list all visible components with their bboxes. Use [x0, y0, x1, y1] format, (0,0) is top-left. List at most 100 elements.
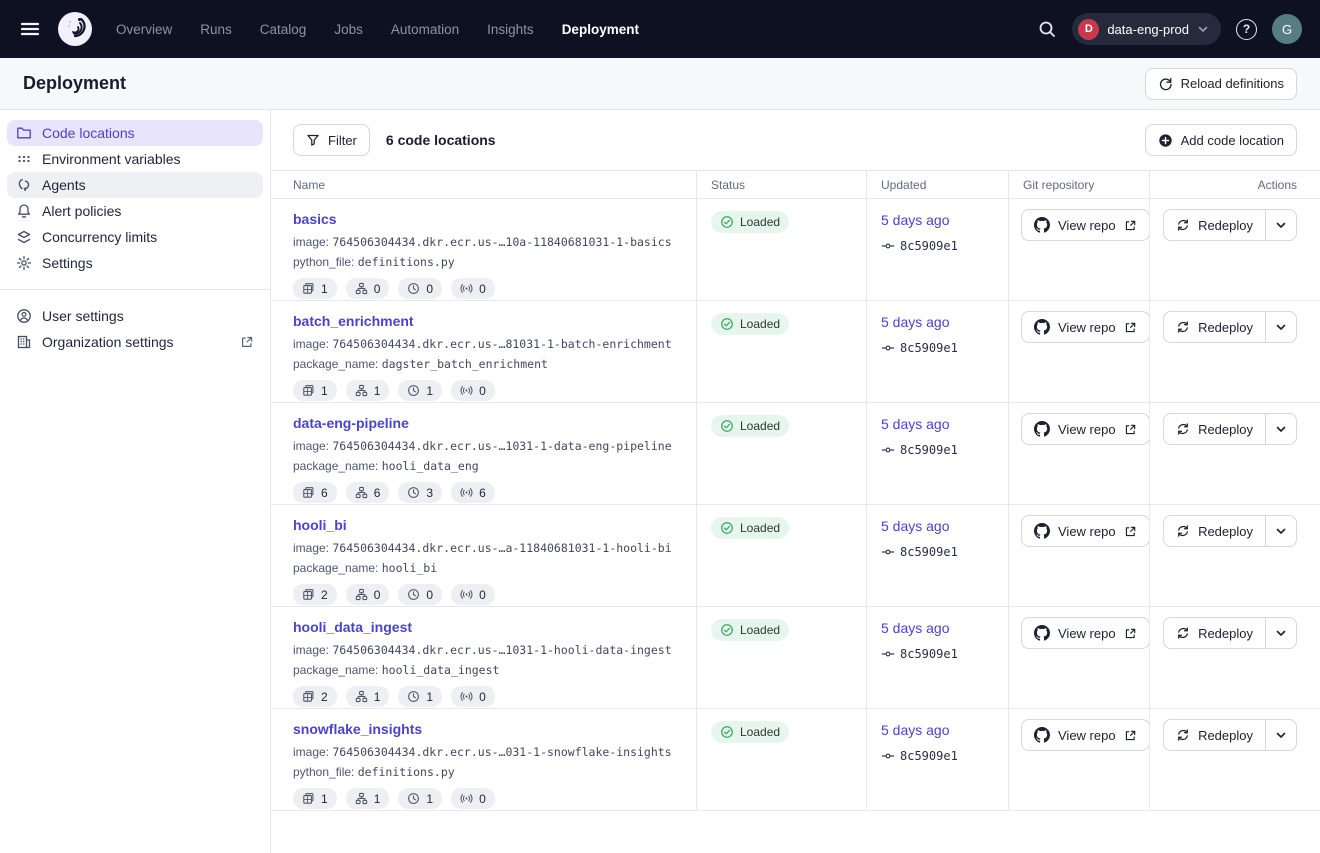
check-circle-icon: [720, 623, 734, 637]
updated-link[interactable]: 5 days ago: [881, 212, 950, 228]
redeploy-button[interactable]: Redeploy: [1163, 209, 1266, 241]
sidebar-item-organization-settings[interactable]: Organization settings: [7, 329, 263, 355]
actions-cell: Redeploy: [1149, 403, 1320, 504]
sensor-icon: [460, 282, 473, 295]
redeploy-dropdown-button[interactable]: [1266, 413, 1297, 445]
chevron-down-icon: [1275, 525, 1287, 537]
view-repo-button[interactable]: View repo: [1021, 209, 1150, 241]
nav-item[interactable]: Overview: [116, 21, 173, 37]
updated-cell: 5 days ago 8c5909e1: [866, 505, 1008, 606]
name-cell: basics image: 764506304434.dkr.ecr.us-…1…: [271, 199, 696, 300]
help-icon[interactable]: ?: [1236, 18, 1257, 40]
github-icon: [1034, 319, 1050, 335]
commit-icon: [881, 545, 895, 559]
commit-icon: [881, 239, 895, 253]
code-location-link[interactable]: hooli_bi: [293, 517, 347, 533]
redeploy-dropdown-button[interactable]: [1266, 209, 1297, 241]
sidebar-item-alert-policies[interactable]: Alert policies: [7, 198, 263, 224]
reload-icon: [1158, 76, 1173, 91]
github-icon: [1034, 421, 1050, 437]
redeploy-dropdown-button[interactable]: [1266, 617, 1297, 649]
nav-item[interactable]: Deployment: [561, 21, 639, 37]
code-location-link[interactable]: snowflake_insights: [293, 721, 423, 737]
table-row: hooli_data_ingest image: 764506304434.dk…: [271, 607, 1320, 709]
status-badge: Loaded: [711, 211, 790, 233]
asset-graph-icon: [355, 282, 368, 295]
redeploy-button[interactable]: Redeploy: [1163, 515, 1266, 547]
jobs-icon: [302, 486, 315, 499]
schedule-clock-icon: [407, 690, 420, 703]
column-header-actions: Actions: [1149, 171, 1320, 198]
redeploy-button[interactable]: Redeploy: [1163, 617, 1266, 649]
folder-icon: [16, 125, 32, 141]
redeploy-button[interactable]: Redeploy: [1163, 311, 1266, 343]
redeploy-dropdown-button[interactable]: [1266, 311, 1297, 343]
deployment-name: data-eng-prod: [1107, 21, 1189, 37]
sensors-count-badge: 0: [451, 278, 495, 299]
git-repository-cell: View repo: [1008, 505, 1150, 606]
meta-line-2: package_name: hooli_data_eng: [293, 459, 479, 473]
redeploy-dropdown-button[interactable]: [1266, 515, 1297, 547]
updated-link[interactable]: 5 days ago: [881, 722, 950, 738]
actions-cell: Redeploy: [1149, 199, 1320, 300]
schedules-count-badge: 1: [398, 686, 443, 707]
code-location-link[interactable]: basics: [293, 211, 337, 227]
status-cell: Loaded: [696, 607, 866, 708]
status-badge: Loaded: [711, 517, 790, 539]
redeploy-dropdown-button[interactable]: [1266, 719, 1297, 751]
updated-link[interactable]: 5 days ago: [881, 416, 950, 432]
actions-cell: Redeploy: [1149, 505, 1320, 606]
redeploy-split-button: Redeploy: [1163, 617, 1297, 649]
view-repo-button[interactable]: View repo: [1021, 311, 1150, 343]
nav-item[interactable]: Jobs: [334, 21, 363, 37]
name-cell: snowflake_insights image: 764506304434.d…: [271, 709, 696, 810]
nav-item[interactable]: Insights: [487, 21, 534, 37]
asset-graph-icon: [355, 792, 368, 805]
view-repo-button[interactable]: View repo: [1021, 617, 1150, 649]
updated-link[interactable]: 5 days ago: [881, 620, 950, 636]
menu-icon[interactable]: [18, 17, 42, 41]
redeploy-split-button: Redeploy: [1163, 515, 1297, 547]
view-repo-button[interactable]: View repo: [1021, 719, 1150, 751]
dagster-logo-icon[interactable]: [56, 10, 94, 48]
nav-item[interactable]: Catalog: [259, 21, 307, 37]
meta-line-1: image: 764506304434.dkr.ecr.us-…81031-1-…: [293, 337, 672, 351]
nav-item[interactable]: Automation: [390, 21, 460, 37]
column-header-updated: Updated: [866, 171, 1008, 198]
sidebar-item-environment-variables[interactable]: Environment variables: [7, 146, 263, 172]
schedules-count-badge: 1: [398, 788, 443, 809]
git-repository-cell: View repo: [1008, 403, 1150, 504]
table-row: hooli_bi image: 764506304434.dkr.ecr.us-…: [271, 505, 1320, 607]
updated-link[interactable]: 5 days ago: [881, 518, 950, 534]
deployment-switcher[interactable]: D data-eng-prod: [1072, 13, 1221, 45]
meta-line-2: python_file: definitions.py: [293, 255, 455, 269]
git-repository-cell: View repo: [1008, 709, 1150, 810]
view-repo-button[interactable]: View repo: [1021, 413, 1150, 445]
nav-item[interactable]: Runs: [200, 21, 232, 37]
updated-link[interactable]: 5 days ago: [881, 314, 950, 330]
sidebar-item-code-locations[interactable]: Code locations: [7, 120, 263, 146]
code-location-link[interactable]: hooli_data_ingest: [293, 619, 413, 635]
view-repo-button[interactable]: View repo: [1021, 515, 1150, 547]
jobs-count-badge: 1: [293, 278, 337, 299]
github-icon: [1034, 625, 1050, 641]
sidebar-item-settings[interactable]: Settings: [7, 250, 263, 276]
avatar[interactable]: G: [1272, 14, 1302, 44]
status-badge: Loaded: [711, 415, 790, 437]
code-location-link[interactable]: batch_enrichment: [293, 313, 414, 329]
add-code-location-button[interactable]: Add code location: [1144, 124, 1297, 156]
reload-definitions-button[interactable]: Reload definitions: [1144, 67, 1297, 100]
search-icon[interactable]: [1037, 19, 1057, 39]
sidebar-item-user-settings[interactable]: User settings: [7, 303, 263, 329]
redeploy-button[interactable]: Redeploy: [1163, 719, 1266, 751]
code-location-link[interactable]: data-eng-pipeline: [293, 415, 409, 431]
sidebar-item-concurrency-limits[interactable]: Concurrency limits: [7, 224, 263, 250]
github-icon: [1034, 727, 1050, 743]
redeploy-button[interactable]: Redeploy: [1163, 413, 1266, 445]
sensor-icon: [460, 792, 473, 805]
bell-icon: [16, 203, 32, 219]
filter-button[interactable]: Filter: [293, 124, 370, 156]
chevron-down-icon: [1197, 23, 1209, 35]
count-badges: 1 0 0 0: [293, 278, 680, 299]
sidebar-item-agents[interactable]: Agents: [7, 172, 263, 198]
